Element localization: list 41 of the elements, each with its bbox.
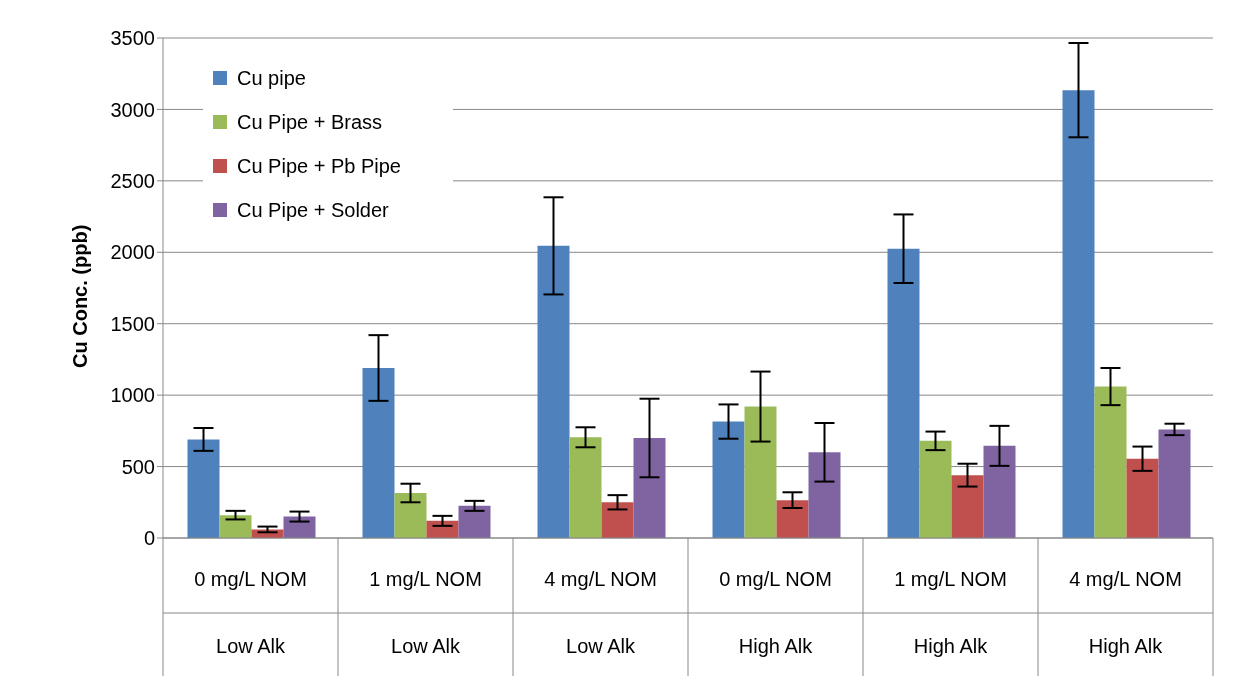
y-tick-label: 2000 xyxy=(110,241,155,264)
bar xyxy=(362,368,395,538)
bar xyxy=(919,440,952,538)
bar xyxy=(808,452,841,538)
category-label: 1 mg/L NOM Low Alk xyxy=(369,568,482,657)
y-axis-title: Cu Conc. (ppb) xyxy=(69,224,92,368)
bar xyxy=(537,245,570,538)
y-tick-label: 3500 xyxy=(110,27,155,50)
bar xyxy=(219,515,252,538)
y-tick-label: 0 xyxy=(143,527,155,550)
category-label: 0 mg/L NOM Low Alk xyxy=(194,568,307,657)
bar xyxy=(951,475,984,538)
bar xyxy=(887,248,920,538)
bar xyxy=(187,439,220,538)
y-tick-label: 2500 xyxy=(110,169,155,192)
y-tick-label: 1500 xyxy=(110,312,155,335)
bar xyxy=(569,437,602,538)
bar xyxy=(983,445,1016,538)
y-tick-label: 1000 xyxy=(110,384,155,407)
bar xyxy=(633,438,666,538)
category-label: 4 mg/L NOM Low Alk xyxy=(544,568,657,657)
bar xyxy=(744,406,777,538)
bar xyxy=(776,500,809,538)
y-tick-label: 500 xyxy=(121,455,155,478)
bar xyxy=(601,502,634,538)
y-tick-label: 3000 xyxy=(110,98,155,121)
legend-label: Cu Pipe + Solder xyxy=(237,198,389,222)
bar xyxy=(712,421,745,538)
legend-label: Cu Pipe + Pb Pipe xyxy=(237,154,401,178)
legend-label: Cu Pipe + Brass xyxy=(237,110,383,134)
category-label: 1 mg/L NOM High Alk xyxy=(894,568,1007,657)
legend-label: Cu pipe xyxy=(237,66,306,90)
bar xyxy=(283,516,316,538)
bar xyxy=(1062,90,1095,538)
category-label: 4 mg/L NOM High Alk xyxy=(1069,568,1182,657)
category-label: 0 mg/L NOM High Alk xyxy=(719,568,832,657)
bar xyxy=(394,493,427,538)
bar xyxy=(1126,458,1159,538)
bar xyxy=(1094,386,1127,538)
bar xyxy=(1158,429,1191,538)
bar xyxy=(458,505,491,538)
